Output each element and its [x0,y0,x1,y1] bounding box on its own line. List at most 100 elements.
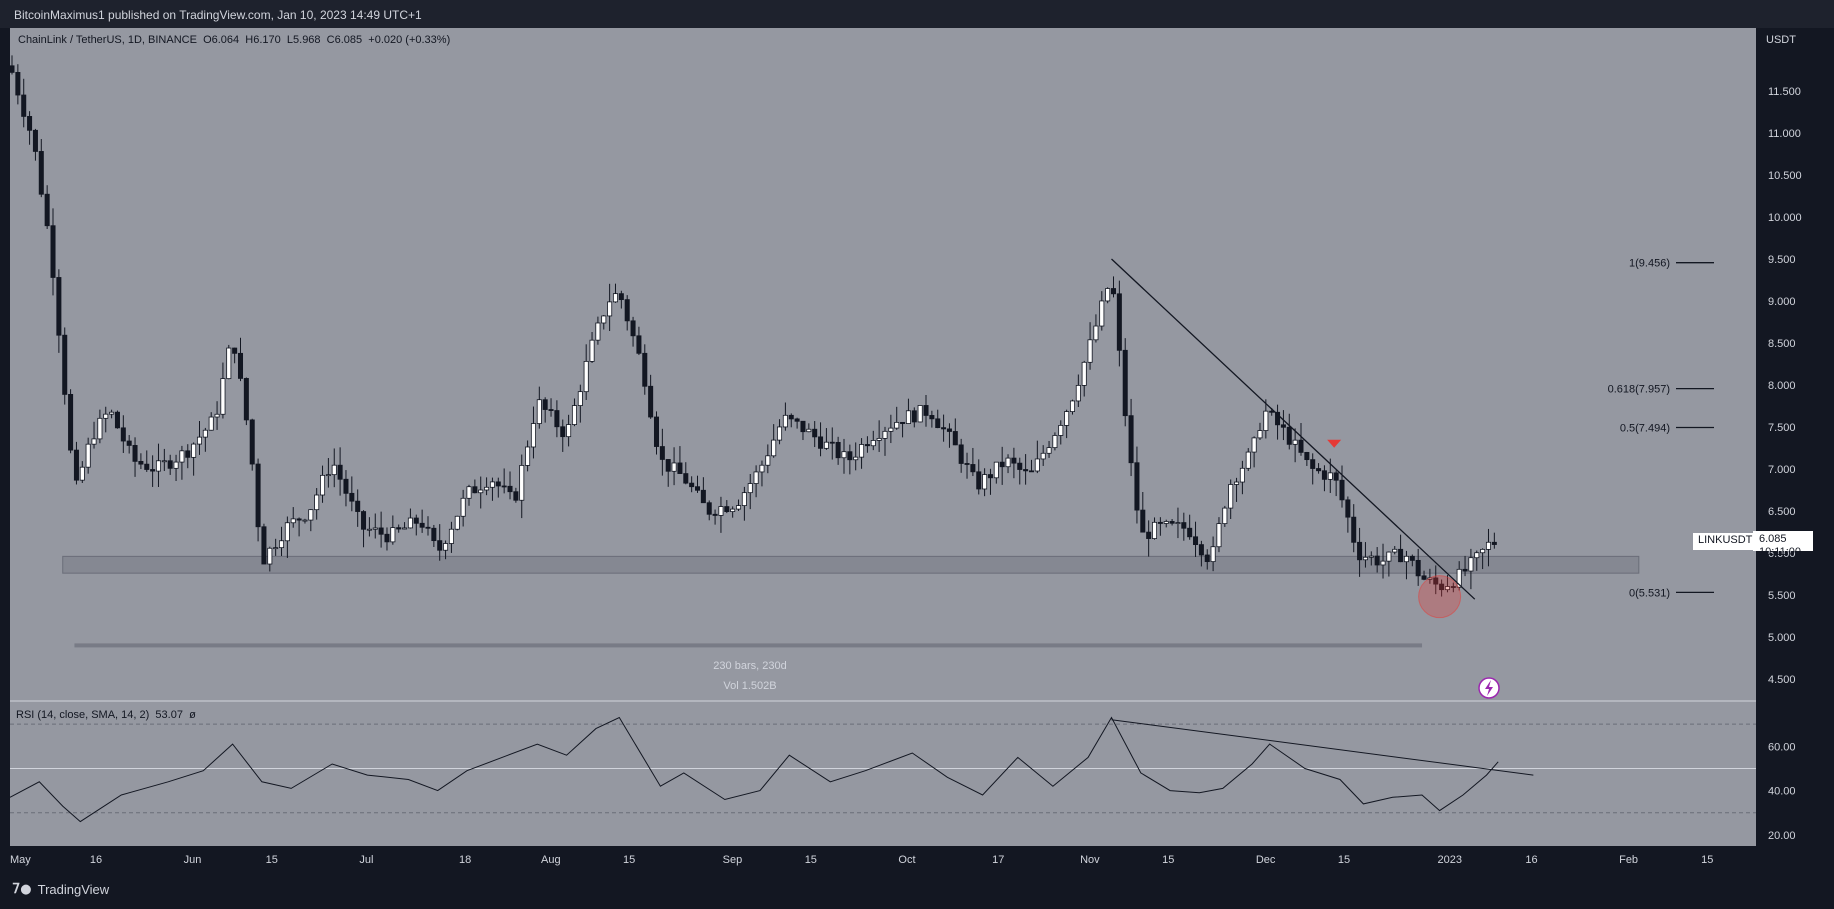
candle-bull [478,489,484,494]
candle-bull [771,439,777,457]
candle-bull [202,429,208,438]
candle-bear [337,464,343,480]
candle-bear [1275,411,1281,426]
candle-bear [1110,288,1117,295]
x-tick-label: 16 [90,854,102,866]
candle-bear [648,385,654,418]
candle-bear [999,461,1005,468]
candle-bull [982,474,988,490]
candle-bear [1122,349,1128,417]
x-tick-label: 18 [459,854,471,866]
candle-bear [437,540,443,551]
candle-bull [1034,458,1040,472]
rsi-line [10,716,1499,823]
legend-low: 5.968 [293,34,321,46]
candle-bear [513,491,519,501]
candle-bear [788,414,794,420]
candle-bear [929,415,935,420]
candle-bear [946,428,952,432]
candle-bear [419,522,425,528]
vol-stat: Vol 1.502B [723,680,777,692]
y-tick-label: 9.500 [1768,254,1796,266]
candle-bull [161,460,167,463]
candle-bear [794,418,800,422]
candle-bear [659,446,665,460]
candle-bear [1462,568,1468,572]
candle-bear [683,473,689,484]
candle-bear [44,193,50,227]
x-tick-label: Nov [1080,854,1100,866]
y-tick-label: 8.000 [1768,380,1796,392]
candle-bull [841,451,847,459]
candle-bull [1216,523,1222,548]
candle-bull [607,301,613,317]
candle-bear [355,500,361,512]
rsi-y-tick-label: 40.00 [1768,786,1796,798]
candle-bull [525,446,531,466]
candle-bear [138,460,144,465]
fib-level-label: 0(5.531) [1629,587,1670,599]
rsi-legend-symbol: ø [189,709,196,721]
publisher-bar: BitcoinMaximus1 published on TradingView… [0,0,1834,28]
rsi-legend: RSI (14, close, SMA, 14, 2) 53.07 ø [16,709,196,721]
candle-bear [1140,509,1146,533]
support-zone [62,555,1640,574]
x-tick-label: Dec [1256,854,1276,866]
candle-bear [249,419,255,465]
candle-bull [1081,361,1087,386]
candle-bear [1128,415,1134,464]
candle-bear [1204,554,1210,563]
candle-bear [1286,426,1292,445]
candle-bull [519,465,525,501]
candle-bear [1023,469,1029,472]
candle-bull [466,486,472,499]
x-tick-label: 17 [992,854,1004,866]
candle-bear [1310,459,1316,469]
candle-bear [923,405,929,416]
candle-bull [325,474,331,477]
candle-bear [864,444,870,447]
candle-bull [612,293,618,303]
candle-bull [1052,435,1058,449]
candle-bull [1058,425,1064,436]
candle-bear [1198,544,1204,556]
time-axis-background [10,846,1756,873]
candle-bull [577,391,583,406]
candle-bear [150,469,156,472]
candle-bear [343,478,349,494]
candle-bear [724,506,730,512]
candle-bull [730,508,736,512]
candle-bull [777,426,783,441]
candle-bear [495,481,501,487]
candle-bull [1222,507,1228,525]
candle-bear [900,421,906,424]
x-tick-label: 15 [266,854,278,866]
candle-bear [1339,479,1345,501]
candle-bull [1040,452,1046,460]
candle-bull [1228,484,1234,509]
candle-bear [970,464,976,473]
tradingview-logo[interactable]: 𝟩● TradingView [12,882,109,897]
candle-bull [220,378,226,415]
candle-bear [501,485,507,488]
candle-bull [530,423,536,448]
candle-bull [1046,447,1052,454]
candle-bear [425,526,431,529]
candle-bull [214,413,220,418]
candle-bull [870,440,876,447]
candle-bull [882,430,888,439]
candle-bull [859,444,865,458]
candle-bull [308,509,314,521]
candle-bear [1439,583,1445,591]
chart-canvas[interactable]: USDT 11.500 11.000 10.500 10.000 9.500 9.000 8.… [10,28,1824,873]
candle-bear [126,440,132,446]
fib-level-label: 0.618(7.957) [1608,384,1670,396]
candle-bull [782,414,788,428]
candle-bear [296,518,302,521]
footer-bar [0,873,1834,909]
candle-bear [1374,555,1380,566]
candle-bull [1163,521,1169,524]
candle-bear [68,394,74,451]
candle-bull [1251,437,1257,453]
candle-bear [1433,577,1439,585]
